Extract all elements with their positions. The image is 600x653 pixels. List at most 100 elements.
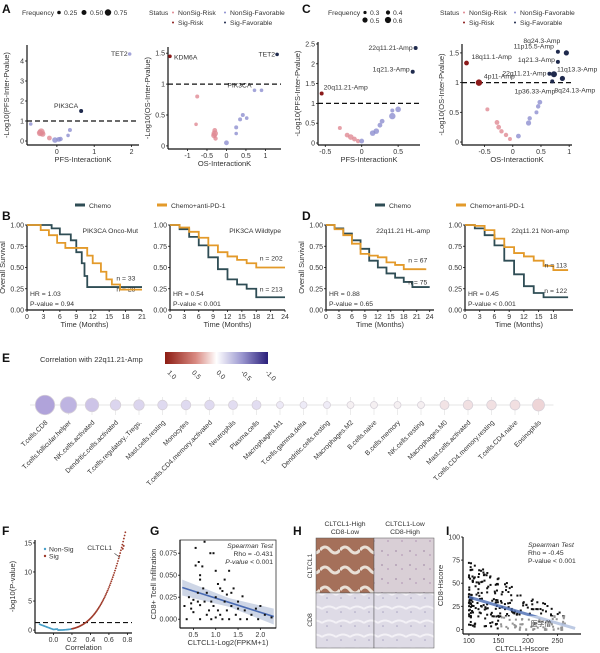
data-point: [337, 125, 342, 130]
data-point: [472, 577, 475, 580]
x-tick-label: 12: [89, 314, 97, 321]
data-point: [489, 613, 492, 616]
legend-status-title: Status: [440, 10, 460, 17]
point-label: 8q24.13-Amp: [554, 87, 595, 94]
data-point: [359, 138, 365, 144]
x-axis-label: OS-InteractionK: [490, 155, 543, 164]
scatter-pfs-c: -0.5 0 0.5 0 0.5 1 1.5 2 2.5 PFS-InteractionK -Log…: [293, 41, 420, 164]
gene-point: [108, 584, 111, 587]
hr-label: HR = 0.88: [329, 291, 360, 298]
data-point: [469, 605, 472, 608]
data-point: [497, 577, 500, 580]
data-point: [203, 600, 206, 603]
y-tick-label: 0: [161, 143, 165, 150]
point-label: 18q11.1-Amp: [472, 54, 513, 61]
gene-point: [120, 546, 123, 549]
y-tick-label: 1.00: [153, 223, 167, 230]
correlation-dot: [346, 401, 355, 409]
x-tick-label: 6: [493, 314, 497, 321]
y-tick-label: 3: [20, 79, 24, 86]
x-tick-label: 18: [549, 314, 557, 321]
data-point: [194, 122, 198, 127]
y-tick-label: 1: [20, 119, 24, 126]
data-point: [546, 605, 549, 608]
y-tick-label: 2.5: [305, 41, 315, 48]
gene-point: [121, 547, 124, 550]
data-point: [494, 592, 497, 595]
data-point: [473, 623, 476, 626]
legend-status-label: NonSig-Favorable: [520, 10, 575, 17]
panel-label-h: H: [293, 524, 302, 538]
data-point: [506, 613, 509, 616]
legend-chemo-label: Chemo: [389, 203, 411, 210]
data-point: [469, 569, 472, 572]
y-tick-label: 0.50: [309, 265, 323, 272]
data-point: [516, 612, 519, 615]
y-tick-label: 0.75: [153, 244, 167, 251]
correlation-dot: [370, 401, 378, 409]
data-point: [214, 616, 217, 619]
data-point: [559, 75, 566, 82]
gene-point: [110, 580, 113, 583]
legend-chemo-label: Chemo: [89, 203, 111, 210]
correlation-title: Correlation with 22q11.21-Amp: [40, 355, 143, 364]
data-point: [195, 94, 200, 99]
data-point: [257, 618, 260, 621]
gene-point: [100, 603, 102, 606]
correlation-dot: [228, 400, 238, 410]
correlation-dot: [251, 400, 262, 410]
legend-size-dot: [363, 10, 367, 15]
x-axis-label: CLTCL1-Hscore: [495, 644, 549, 653]
x-tick-label: 1.5: [233, 632, 243, 639]
x-axis-label: CLTCL1-Log2(FPKM+1): [188, 638, 269, 647]
data-point: [503, 603, 506, 606]
data-point: [187, 596, 190, 599]
data-point: [556, 613, 559, 616]
ihc-row-header: CLTCL1: [307, 553, 314, 578]
data-point: [377, 122, 383, 128]
pvalue-label: P-value < 0.001: [468, 301, 516, 308]
data-point: [225, 609, 228, 612]
data-point: [477, 615, 480, 618]
legend-status-label: Sig-Risk: [469, 20, 495, 27]
x-tick-label: 0.5: [241, 153, 251, 160]
colorbar-tick-label: -0.5: [239, 369, 252, 382]
colorbar-tick-label: 0.0: [215, 369, 227, 381]
data-point: [477, 575, 480, 578]
data-point: [500, 593, 503, 596]
legend-status-label: Sig-Favorable: [520, 20, 563, 27]
data-point: [470, 593, 473, 596]
data-point: [495, 583, 498, 586]
data-point: [512, 611, 515, 614]
data-point: [389, 112, 396, 120]
data-point: [494, 120, 500, 125]
data-point: [487, 585, 490, 588]
legend-km-d: Chemo Chemo+anti-PD-1: [375, 203, 525, 210]
data-point: [213, 136, 218, 141]
x-tick-label: 3: [182, 314, 186, 321]
correlation-dot: [276, 401, 284, 409]
data-point: [473, 564, 476, 567]
data-point: [486, 613, 489, 616]
data-point: [550, 607, 553, 610]
x-tick-label: 0.0: [49, 637, 59, 644]
data-point: [216, 583, 219, 585]
km-curve-chemo: [465, 224, 569, 299]
km-title: PIK3CA Wildtype: [229, 228, 281, 235]
data-point: [500, 601, 503, 604]
gene-point: [119, 552, 122, 554]
data-point: [243, 609, 246, 612]
data-point: [67, 128, 72, 132]
scatter-pfs-a: 0 1 2 0 1 2 3 4 PFS-InteractionK -Log10(PFS-Inter…: [2, 45, 139, 164]
x-tick-label: 18: [252, 314, 260, 321]
data-point: [485, 107, 490, 112]
data-point: [468, 608, 471, 611]
gene-point: [105, 591, 108, 594]
legend-status-label: NonSig-Favorable: [230, 10, 285, 17]
gene-point: [105, 593, 108, 595]
gene-point: [106, 589, 109, 592]
ihc-row-header: CD8: [307, 613, 314, 627]
x-tick-label: 200: [522, 638, 534, 645]
point-label: 20q11.21-Amp: [324, 85, 368, 92]
x-tick-label: 1: [263, 153, 267, 160]
